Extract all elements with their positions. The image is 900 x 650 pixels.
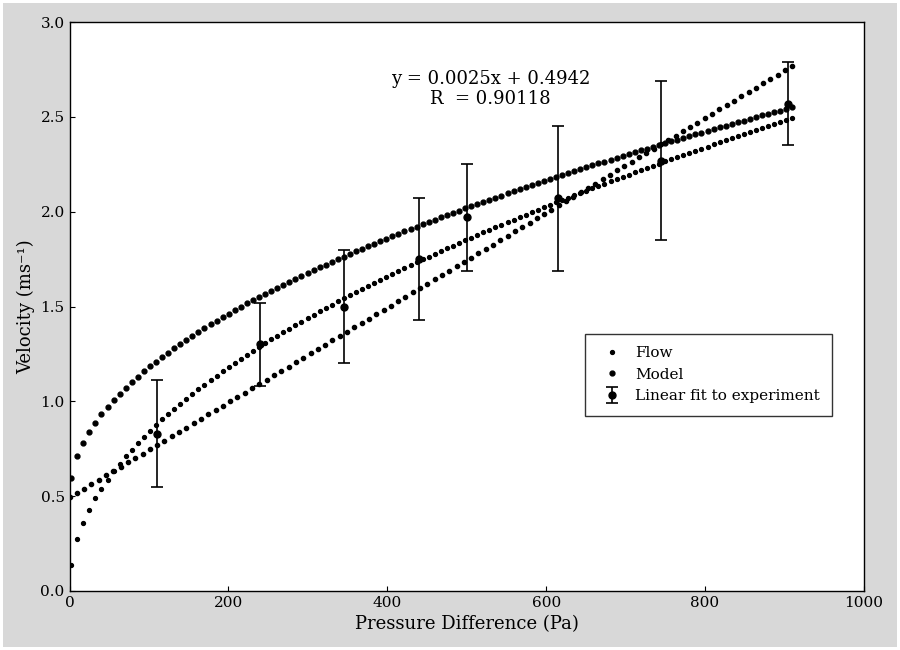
- Legend: Flow, Model, Linear fit to experiment: Flow, Model, Linear fit to experiment: [585, 334, 832, 415]
- Model: [562, 169, 573, 177]
- Flow: [562, 194, 573, 202]
- Line: Flow: Flow: [69, 116, 795, 567]
- Flow: [260, 339, 271, 347]
- Y-axis label: Velocity (ms⁻¹): Velocity (ms⁻¹): [17, 239, 35, 374]
- Flow: [635, 166, 646, 174]
- Flow: [787, 114, 797, 122]
- X-axis label: Pressure Difference (Pa): Pressure Difference (Pa): [355, 616, 579, 633]
- Flow: [466, 233, 477, 241]
- Model: [787, 103, 797, 111]
- Line: Model: Model: [68, 105, 795, 480]
- Flow: [217, 367, 228, 375]
- Model: [635, 146, 646, 154]
- Model: [762, 110, 773, 118]
- Model: [66, 474, 77, 482]
- Model: [217, 313, 228, 321]
- Flow: [66, 561, 77, 569]
- Model: [466, 202, 477, 210]
- Text: y = 0.0025x + 0.4942
R  = 0.90118: y = 0.0025x + 0.4942 R = 0.90118: [391, 70, 590, 109]
- Model: [260, 290, 271, 298]
- Flow: [762, 122, 773, 130]
